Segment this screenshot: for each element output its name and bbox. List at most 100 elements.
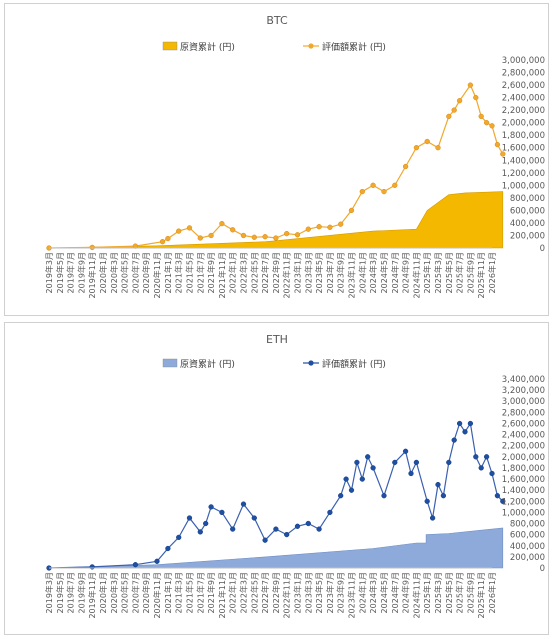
x-tick-label: 2019年11月: [87, 252, 97, 299]
y-tick-label: 800,000: [510, 194, 545, 204]
x-tick-label: 2022年7月: [260, 572, 270, 613]
valuation-point: [348, 207, 355, 214]
x-tick-label: 2020年1月: [98, 572, 108, 613]
valuation-point: [197, 235, 203, 241]
legend-line-marker: [308, 43, 314, 49]
x-tick-label: 2024年3月: [368, 252, 378, 293]
valuation-point: [176, 228, 182, 234]
x-tick-label: 2020年1月: [98, 252, 108, 293]
y-tick-label: 2,800,000: [502, 408, 545, 418]
valuation-point: [203, 520, 209, 527]
y-tick-label: 1,000,000: [502, 181, 545, 191]
valuation-point: [305, 226, 311, 232]
x-tick-label: 2022年1月: [228, 572, 238, 613]
x-tick-label: 2022年5月: [249, 572, 259, 613]
valuation-point: [370, 182, 376, 188]
x-tick-label: 2024年1月: [357, 572, 367, 613]
valuation-point: [165, 545, 171, 552]
valuation-point: [500, 151, 506, 157]
valuation-point: [316, 526, 322, 532]
valuation-point: [186, 515, 193, 521]
x-tick-label: 2021年11月: [217, 572, 227, 619]
y-tick-label: 0: [540, 244, 545, 254]
valuation-point: [483, 120, 490, 126]
valuation-point: [343, 476, 349, 482]
valuation-point: [273, 526, 279, 532]
x-tick-label: 2024年11月: [411, 572, 421, 619]
valuation-point: [402, 163, 409, 170]
valuation-point: [338, 493, 344, 499]
valuation-point: [240, 501, 247, 507]
valuation-point: [305, 520, 311, 527]
x-tick-label: 2019年9月: [76, 252, 86, 293]
valuation-point: [456, 98, 463, 104]
x-tick-label: 2020年3月: [109, 252, 119, 293]
y-tick-label: 400,000: [510, 219, 545, 229]
legend: 原資累計 (円) 評価額累計 (円): [162, 358, 386, 370]
x-tick-label: 2019年3月: [44, 252, 54, 293]
y-tick-label: 1,400,000: [502, 486, 545, 496]
legend-area-swatch: [162, 41, 178, 51]
y-tick-label: 2,200,000: [502, 106, 545, 116]
x-tick-label: 2025年11月: [476, 252, 486, 299]
valuation-point: [451, 107, 457, 113]
x-tick-label: 2022年3月: [239, 252, 249, 293]
valuation-point: [251, 234, 257, 240]
x-tick-label: 2023年3月: [303, 252, 313, 293]
x-tick-label: 2021年9月: [206, 572, 216, 613]
x-tick-label: 2025年7月: [455, 252, 465, 293]
y-tick-label: 2,400,000: [502, 94, 545, 104]
valuation-point: [489, 123, 495, 129]
x-tick-label: 2025年11月: [476, 572, 486, 619]
valuation-point: [489, 470, 495, 477]
x-tick-label: 2022年1月: [228, 252, 238, 293]
valuation-point: [154, 558, 160, 564]
x-tick-label: 2019年5月: [55, 252, 65, 293]
valuation-point: [494, 493, 501, 499]
x-tick-label: 2023年9月: [336, 252, 346, 293]
valuation-point: [262, 234, 268, 240]
y-tick-label: 0: [540, 564, 545, 574]
y-tick-label: 600,000: [510, 206, 545, 216]
valuation-point: [251, 515, 257, 521]
valuation-point: [327, 509, 333, 516]
valuation-point: [440, 493, 447, 499]
valuation-point: [348, 487, 355, 493]
x-tick-label: 2023年11月: [347, 572, 357, 619]
x-tick-label: 2024年5月: [379, 252, 389, 293]
y-tick-label: 1,600,000: [502, 144, 545, 154]
y-tick-label: 2,200,000: [502, 442, 545, 452]
chart-title: ETH: [266, 333, 288, 346]
valuation-point: [473, 94, 479, 101]
valuation-point: [451, 437, 457, 443]
x-tick-label: 2019年5月: [55, 572, 65, 613]
valuation-point: [273, 235, 279, 241]
x-tick-label: 2024年7月: [390, 572, 400, 613]
valuation-point: [208, 504, 214, 510]
legend-line-label: 評価額累計 (円): [322, 358, 386, 370]
valuation-point: [462, 429, 468, 435]
y-tick-label: 1,800,000: [502, 131, 545, 141]
y-tick-label: 2,000,000: [502, 119, 545, 129]
valuation-point: [435, 481, 441, 488]
y-tick-label: 2,600,000: [502, 420, 545, 430]
valuation-point: [284, 230, 290, 237]
x-tick-label: 2025年9月: [465, 572, 475, 613]
valuation-point: [429, 515, 436, 521]
x-tick-label: 2021年5月: [185, 572, 195, 613]
valuation-point: [413, 459, 420, 466]
x-tick-label: 2025年5月: [444, 572, 454, 613]
valuation-point: [132, 243, 139, 249]
valuation-point: [494, 141, 501, 148]
x-tick-label: 2023年7月: [325, 252, 335, 293]
x-tick-label: 2022年11月: [282, 572, 292, 619]
x-tick-label: 2020年11月: [152, 252, 162, 299]
y-tick-label: 2,000,000: [502, 453, 545, 463]
x-tick-label: 2019年9月: [76, 572, 86, 613]
valuation-point: [284, 531, 290, 538]
valuation-point: [240, 232, 247, 239]
x-tick-label: 2023年11月: [347, 252, 357, 299]
valuation-point: [402, 448, 409, 454]
btc-chart-panel[interactable]: BTC 原資累計 (円) 評価額累計 (円) 0 200,000 400,000 600,0…: [4, 3, 549, 316]
eth-chart-panel[interactable]: ETH 原資累計 (円) 評価額累計 (円) 0 200,000 400,000 600,0…: [4, 322, 549, 635]
